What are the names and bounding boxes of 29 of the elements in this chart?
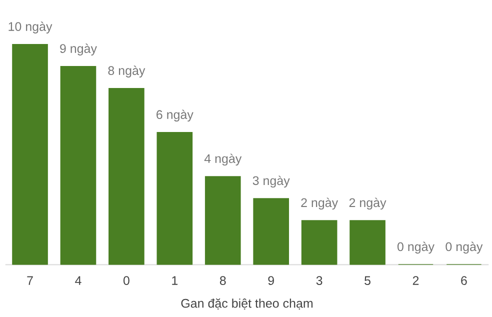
x-tick-label: 7 bbox=[27, 276, 33, 285]
data-label: 0 ngày bbox=[446, 242, 483, 254]
data-label: 10 ngày bbox=[8, 22, 52, 34]
x-tick-label: 8 bbox=[220, 276, 226, 285]
data-label: 0 ngày bbox=[397, 242, 434, 254]
x-tick-label: 5 bbox=[364, 276, 370, 285]
bar bbox=[301, 220, 338, 265]
data-label: 3 ngày bbox=[252, 176, 290, 188]
data-label: 9 ngày bbox=[60, 44, 97, 56]
x-tick-label: 4 bbox=[75, 276, 82, 285]
bar bbox=[108, 88, 144, 265]
data-label: 2 ngày bbox=[301, 198, 338, 210]
bar bbox=[204, 176, 241, 265]
data-label: 6 ngày bbox=[156, 110, 194, 122]
x-tick-label: 0 bbox=[123, 276, 130, 285]
bar bbox=[253, 198, 290, 265]
bar bbox=[12, 44, 48, 265]
x-axis-title: Gan đặc biệt theo chạm bbox=[181, 298, 313, 310]
bar bbox=[60, 66, 96, 265]
data-label: 2 ngày bbox=[349, 198, 386, 210]
bar bbox=[350, 220, 386, 265]
data-label: 8 ngày bbox=[108, 66, 146, 78]
x-tick-label: 9 bbox=[268, 276, 274, 285]
x-tick-label: 6 bbox=[461, 276, 467, 285]
data-label: 4 ngày bbox=[204, 154, 242, 166]
x-tick-label: 1 bbox=[172, 276, 178, 285]
bar bbox=[156, 132, 193, 265]
x-tick-label: 3 bbox=[316, 276, 322, 285]
x-tick-label: 2 bbox=[412, 276, 419, 285]
